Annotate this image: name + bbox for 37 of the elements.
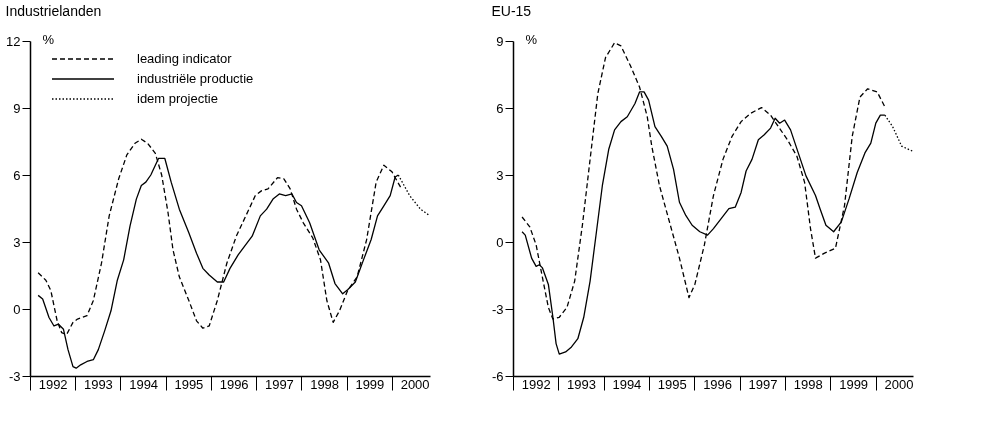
y-tick-label: -6: [491, 368, 504, 384]
x-tick-label: 1996: [703, 376, 733, 392]
x-tick-label: 1992: [521, 376, 551, 392]
x-tick-label: 1998: [310, 376, 340, 392]
chart-title: EU-15: [491, 3, 532, 19]
x-tick-label: 1999: [839, 376, 869, 392]
x-tick-label: 1995: [657, 376, 687, 392]
chart-title: Industrielanden: [5, 3, 102, 19]
x-tick-label: 1995: [174, 376, 204, 392]
x-tick-label: 2000: [400, 376, 430, 392]
x-tick-label: 1994: [129, 376, 159, 392]
y-tick-label: 6: [13, 167, 21, 183]
y-tick-label: -3: [491, 301, 504, 317]
y-tick-label: 12: [6, 33, 21, 49]
y-axis-title: %: [42, 31, 55, 47]
y-tick-label: -3: [8, 368, 21, 384]
y-tick-label: 0: [13, 301, 21, 317]
legend-label: leading indicator: [137, 51, 233, 66]
x-tick-label: 1994: [612, 376, 642, 392]
y-tick-label: 0: [496, 234, 504, 250]
x-tick-label: 1993: [83, 376, 113, 392]
y-axis-title: %: [525, 31, 538, 47]
y-tick-label: 6: [496, 100, 504, 116]
x-tick-label: 1997: [748, 376, 778, 392]
y-tick-label: 9: [13, 100, 21, 116]
x-tick-label: 2000: [884, 376, 914, 392]
y-tick-label: 3: [13, 234, 21, 250]
x-tick-label: 1996: [219, 376, 249, 392]
legend-label: idem projectie: [137, 91, 218, 106]
x-tick-label: 1992: [38, 376, 68, 392]
legend-label: industriële productie: [137, 71, 254, 86]
x-tick-label: 1999: [355, 376, 385, 392]
x-tick-label: 1997: [264, 376, 294, 392]
y-tick-label: 3: [496, 167, 504, 183]
x-tick-label: 1998: [793, 376, 823, 392]
y-tick-label: 9: [496, 33, 504, 49]
x-tick-label: 1993: [567, 376, 596, 392]
